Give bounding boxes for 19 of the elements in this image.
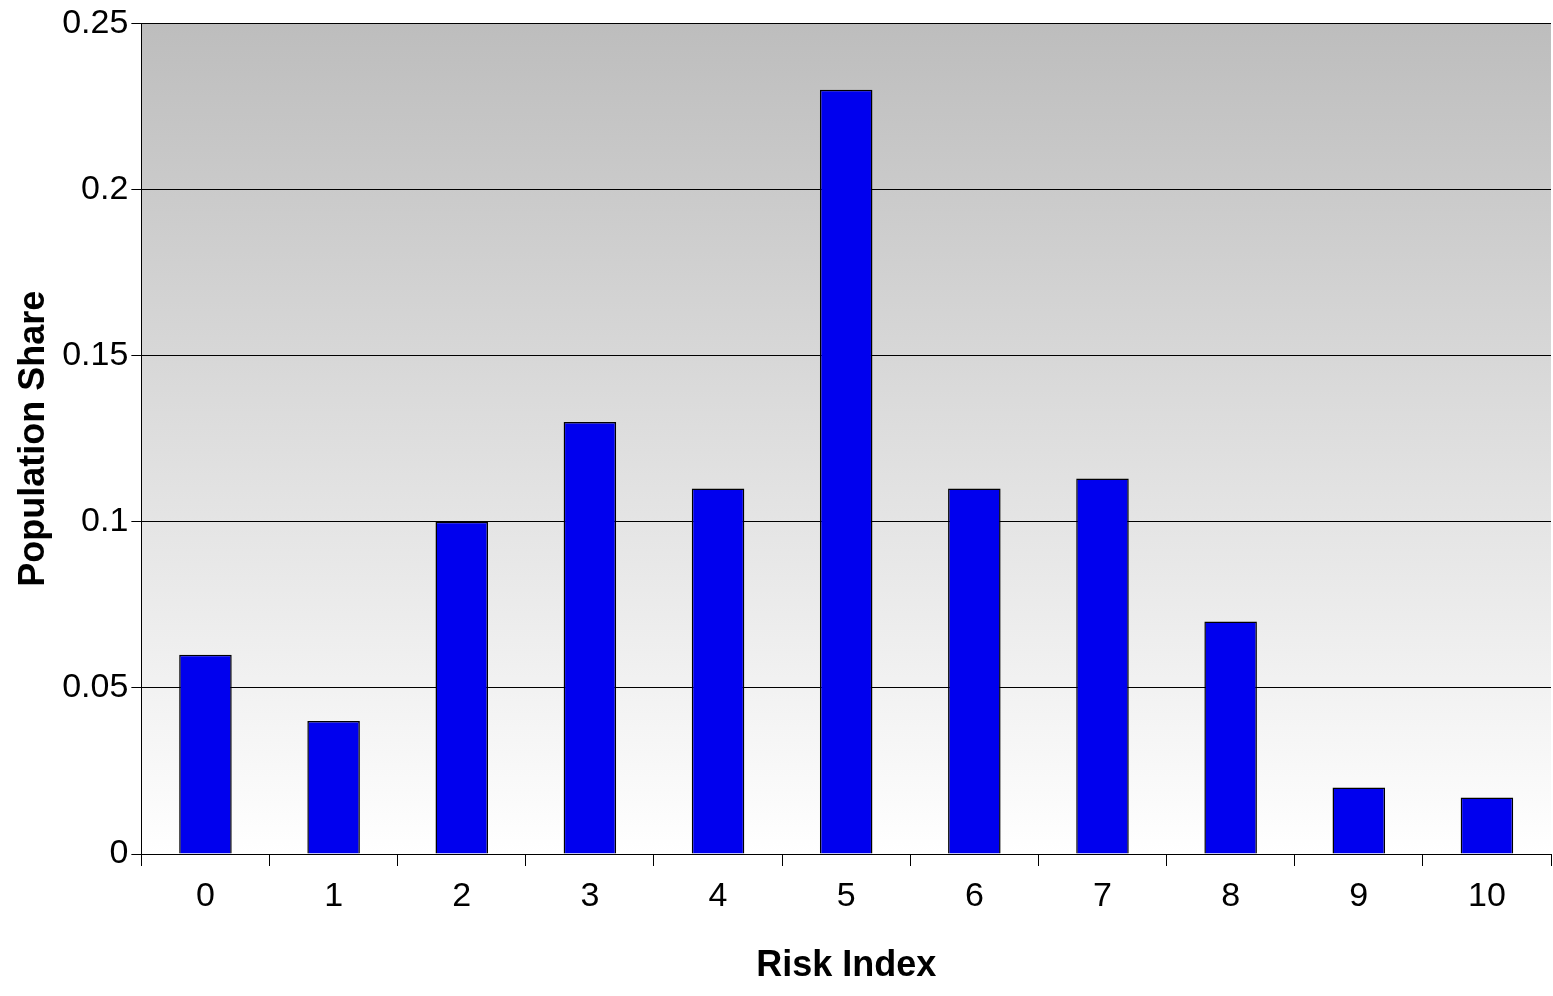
- y-tick-label: 0.25: [62, 1, 129, 40]
- x-tick-label: 4: [708, 874, 728, 913]
- y-tick-label: 0: [109, 832, 129, 871]
- y-axis-title: Population Share: [10, 290, 52, 587]
- x-tick-label: 9: [1349, 874, 1369, 913]
- x-tick-label: 7: [1093, 874, 1112, 913]
- x-tick-label: 5: [836, 874, 856, 913]
- y-tick-label: 0.05: [62, 666, 129, 705]
- x-tick-label: 1: [324, 874, 344, 913]
- x-tick-label: 3: [580, 874, 600, 913]
- x-axis-title: Risk Index: [756, 943, 937, 985]
- y-tick-label: 0.15: [62, 334, 129, 373]
- x-tick-label: 8: [1221, 874, 1241, 913]
- y-tick-label: 0.1: [81, 500, 129, 539]
- y-tick-label: 0.2: [81, 167, 129, 206]
- x-tick-label: 0: [195, 874, 215, 913]
- x-tick-label: 6: [964, 874, 984, 913]
- x-tick-label: 10: [1468, 874, 1506, 913]
- x-tick-label: 2: [452, 874, 472, 913]
